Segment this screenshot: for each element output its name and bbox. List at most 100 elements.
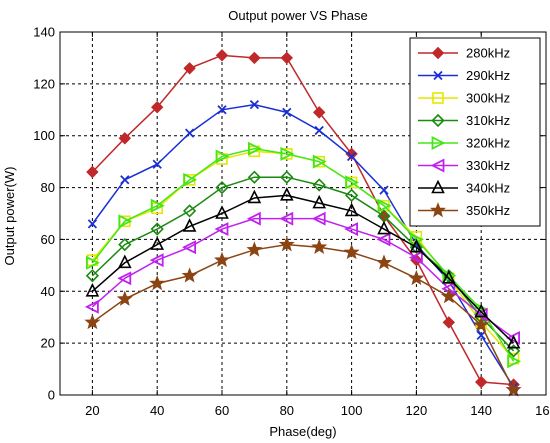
x-tick-label: 100 [341,403,363,418]
data-point [247,189,262,204]
series-line [91,243,515,391]
data-point [86,255,100,270]
data-point [344,202,359,217]
legend-marker [430,202,446,218]
series-340kHz [85,187,521,349]
data-point [214,222,229,237]
legend-label: 320kHz [466,136,510,151]
data-point [409,238,424,253]
data-point [280,187,294,201]
data-point [183,172,198,187]
data-point [282,107,292,118]
legend-marker [431,136,446,150]
series-lines [84,49,522,397]
data-point [312,106,326,119]
data-point [346,151,357,162]
y-tick-label: 20 [41,336,55,351]
data-point [440,288,457,304]
data-point [311,238,328,254]
data-point [507,354,522,369]
data-point [84,299,99,314]
y-tick-label: 40 [41,284,55,299]
data-point [474,303,488,318]
legend-label: 300kHz [466,91,510,106]
data-point [314,125,324,136]
data-point [506,344,521,358]
legend-box [409,37,541,227]
data-point [377,198,392,213]
data-point [279,211,294,226]
x-tick-label: 80 [280,403,294,418]
data-point [473,316,490,332]
data-point [376,254,392,270]
legend-entry: 300kHz [418,91,510,106]
legend-label: 290kHz [466,68,510,83]
data-point [215,205,229,219]
data-point [118,237,132,252]
x-tick-label: 20 [85,403,99,418]
y-tick-label: 140 [33,25,55,40]
data-point [476,330,486,341]
legend: 280kHz 290kHz 300kHz 310kHz 320kHz 330kHz 340k… [409,37,541,227]
data-point [343,244,360,260]
data-point [150,222,164,236]
data-point [377,220,391,235]
data-point [312,178,326,192]
data-point [345,175,360,190]
data-point [86,165,99,179]
data-point [120,175,130,185]
data-point [181,267,198,283]
data-point [280,51,294,65]
axis-ticks: 20 40 60 80 100 120 140 160 0 20 40 60 80 100 120 140 [33,25,550,419]
legend-marker [431,113,445,128]
y-tick-label: 80 [41,180,55,195]
x-tick-label: 60 [215,403,229,418]
data-point [182,204,197,218]
data-point [280,170,294,184]
data-point [183,62,196,75]
data-point [85,269,100,283]
legend-entry: 320kHz [418,136,510,151]
data-point [408,250,423,265]
x-tick-label: 140 [470,403,492,418]
data-point [150,198,165,213]
data-point [118,254,132,269]
data-point [214,251,230,267]
data-point [182,240,197,255]
data-point [149,253,164,268]
data-point [312,194,326,209]
data-point [150,100,164,114]
data-point [379,185,389,195]
legend-label: 350kHz [466,203,510,218]
data-point [408,269,425,286]
data-point [247,170,262,184]
legend-entry: 290kHz [418,68,510,83]
x-tick-label: 40 [150,403,164,418]
series-line [91,194,515,344]
legend-marker [431,46,445,60]
x-tick-label: 160 [535,403,550,418]
data-point [118,214,133,229]
legend-marker [430,158,445,173]
legend-label: 280kHz [466,46,510,61]
data-point [506,334,521,349]
data-point [248,51,261,65]
data-point [376,232,391,247]
legend-entry: 330kHz [418,158,510,173]
data-point [217,105,227,115]
data-point [442,270,456,284]
series-350kHz [84,236,522,397]
legend-entry: 350kHz [418,202,510,218]
data-point [87,219,98,229]
data-point [344,222,359,237]
plot-frame [59,31,547,396]
data-point [474,375,488,389]
chart-title: Output power VS Phase [228,8,367,23]
data-point [247,141,262,156]
x-axis-label: Phase(deg) [269,424,336,439]
data-point [505,381,522,397]
series-320kHz [86,141,522,369]
data-point [117,271,132,286]
